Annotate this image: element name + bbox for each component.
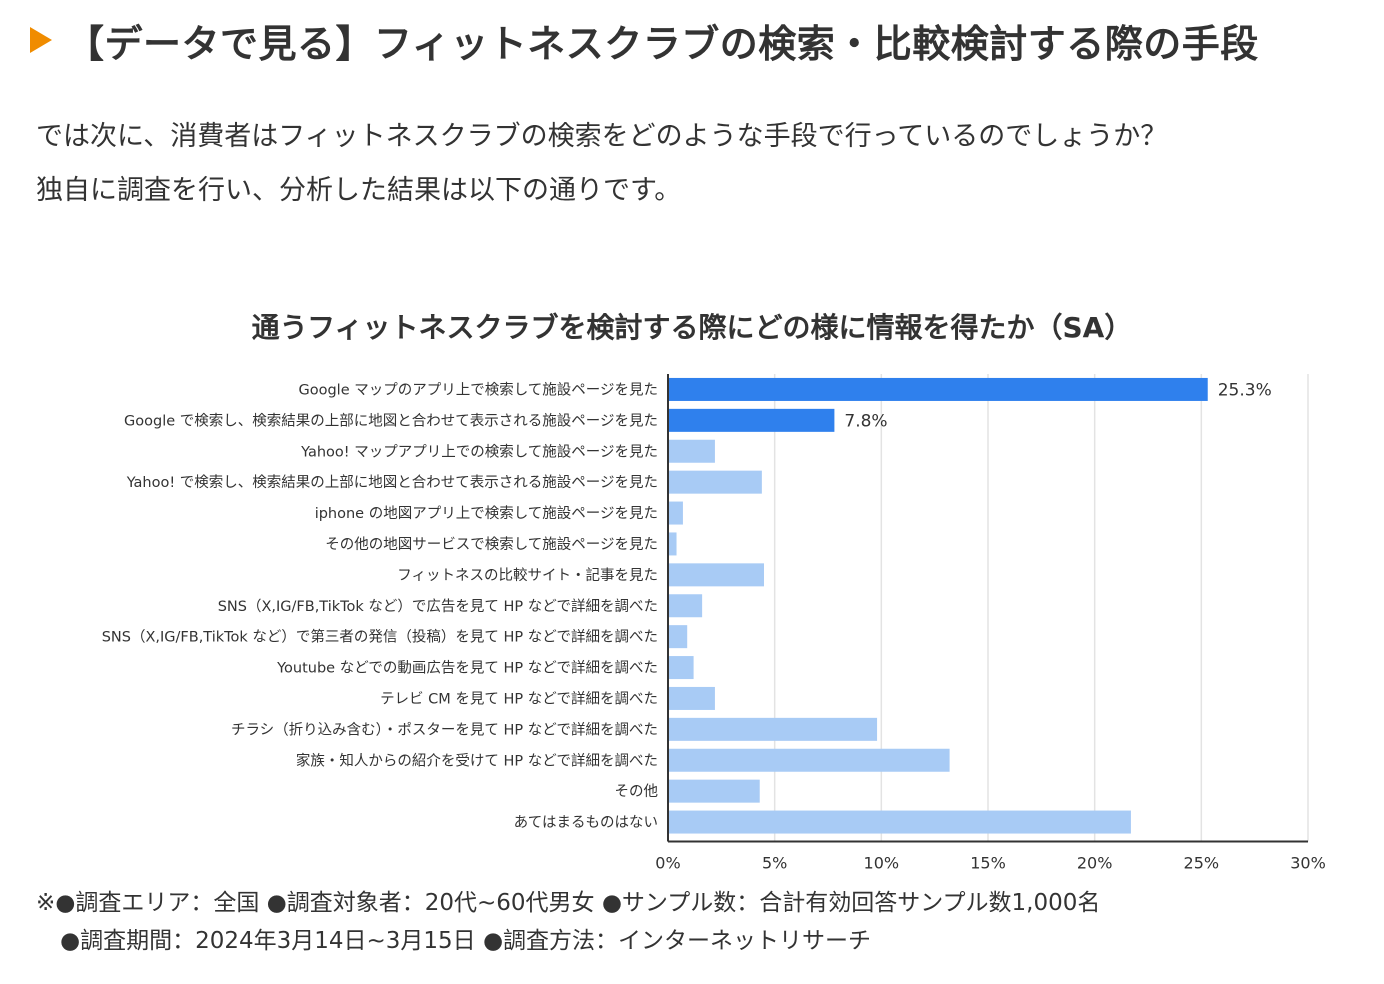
bar: [668, 408, 835, 432]
category-label: SNS（X,IG/FB,TikTok など）で広告を見て HP などで詳細を調べ…: [218, 598, 658, 615]
bar: [668, 377, 1208, 401]
intro-text: では次に、消費者はフィットネスクラブの検索をどのような手段で行っているのでしょう…: [36, 110, 1167, 218]
category-label: あてはまるものはない: [514, 814, 658, 831]
section-heading: 【データで見る】フィットネスクラブの検索・比較検討する際の手段: [30, 10, 1259, 70]
chart-title: 通うフィットネスクラブを検討する際にどの様に情報を得たか（SA）: [251, 311, 1133, 344]
bar: [668, 656, 694, 680]
x-tick-label: 30%: [1290, 854, 1326, 871]
bar: [668, 470, 762, 494]
value-label: 7.8%: [844, 411, 887, 431]
triangle-marker-icon: [30, 27, 52, 53]
category-label: Youtube などでの動画広告を見て HP などで詳細を調べた: [276, 660, 658, 677]
bar: [668, 748, 950, 772]
bar: [668, 594, 703, 618]
x-tick-label: 10%: [864, 854, 900, 871]
bar: [668, 686, 715, 710]
category-label: 家族・知人からの紹介を受けて HP などで詳細を調べた: [296, 752, 658, 769]
x-tick-label: 5%: [762, 854, 787, 871]
value-label: 25.3%: [1218, 380, 1272, 400]
bar: [668, 625, 688, 649]
category-label: Google で検索し、検索結果の上部に地図と合わせて表示される施設ページを見た: [124, 412, 658, 429]
survey-footnote: ※●調査エリア：全国 ●調査対象者：20代~60代男女 ●サンプル数：合計有効回…: [36, 884, 1100, 960]
bar: [668, 717, 878, 741]
footnote-line-2: ●調査期間：2024年3月14日~3月15日 ●調査方法：インターネットリサーチ: [60, 928, 872, 954]
category-label: フィットネスの比較サイト・記事を見た: [397, 566, 658, 584]
category-label: その他: [615, 783, 659, 800]
x-tick-label: 0%: [655, 854, 680, 871]
bar-chart: Google マップのアプリ上で検索して施設ページを見た 25.3% Google …: [102, 374, 1326, 871]
section-heading-text: 【データで見る】フィットネスクラブの検索・比較検討する際の手段: [66, 21, 1259, 66]
category-label: Yahoo! マップアプリ上での検索して施設ページを見た: [300, 443, 658, 460]
category-label: テレビ CM を見て HP などで詳細を調べた: [380, 690, 658, 707]
bar: [668, 779, 760, 803]
category-label: SNS（X,IG/FB,TikTok など）で第三者の発信（投稿）を見て HP …: [102, 628, 658, 646]
bar: [668, 501, 683, 525]
bar: [668, 532, 677, 556]
category-label: Google マップのアプリ上で検索して施設ページを見た: [298, 381, 658, 398]
category-label: Yahoo! で検索し、検索結果の上部に地図と合わせて表示される施設ページを見た: [126, 474, 658, 491]
bar: [668, 439, 715, 463]
category-label: チラシ（折り込み含む）・ポスターを見て HP などで詳細を調べた: [231, 721, 658, 738]
category-label: iphone の地図アプリ上で検索して施設ページを見た: [315, 505, 658, 522]
intro-line-1: では次に、消費者はフィットネスクラブの検索をどのような手段で行っているのでしょう…: [36, 121, 1168, 152]
bar: [668, 563, 764, 587]
x-tick-label: 25%: [1184, 854, 1220, 871]
x-tick-label: 20%: [1077, 854, 1113, 871]
footnote-line-1: ※●調査エリア：全国 ●調査対象者：20代~60代男女 ●サンプル数：合計有効回…: [36, 890, 1101, 916]
category-label: その他の地図サービスで検索して施設ページを見た: [325, 536, 658, 553]
intro-line-2: 独自に調査を行い、分析した結果は以下の通りです。: [36, 175, 682, 206]
bar: [668, 810, 1131, 834]
x-tick-label: 15%: [970, 854, 1006, 871]
